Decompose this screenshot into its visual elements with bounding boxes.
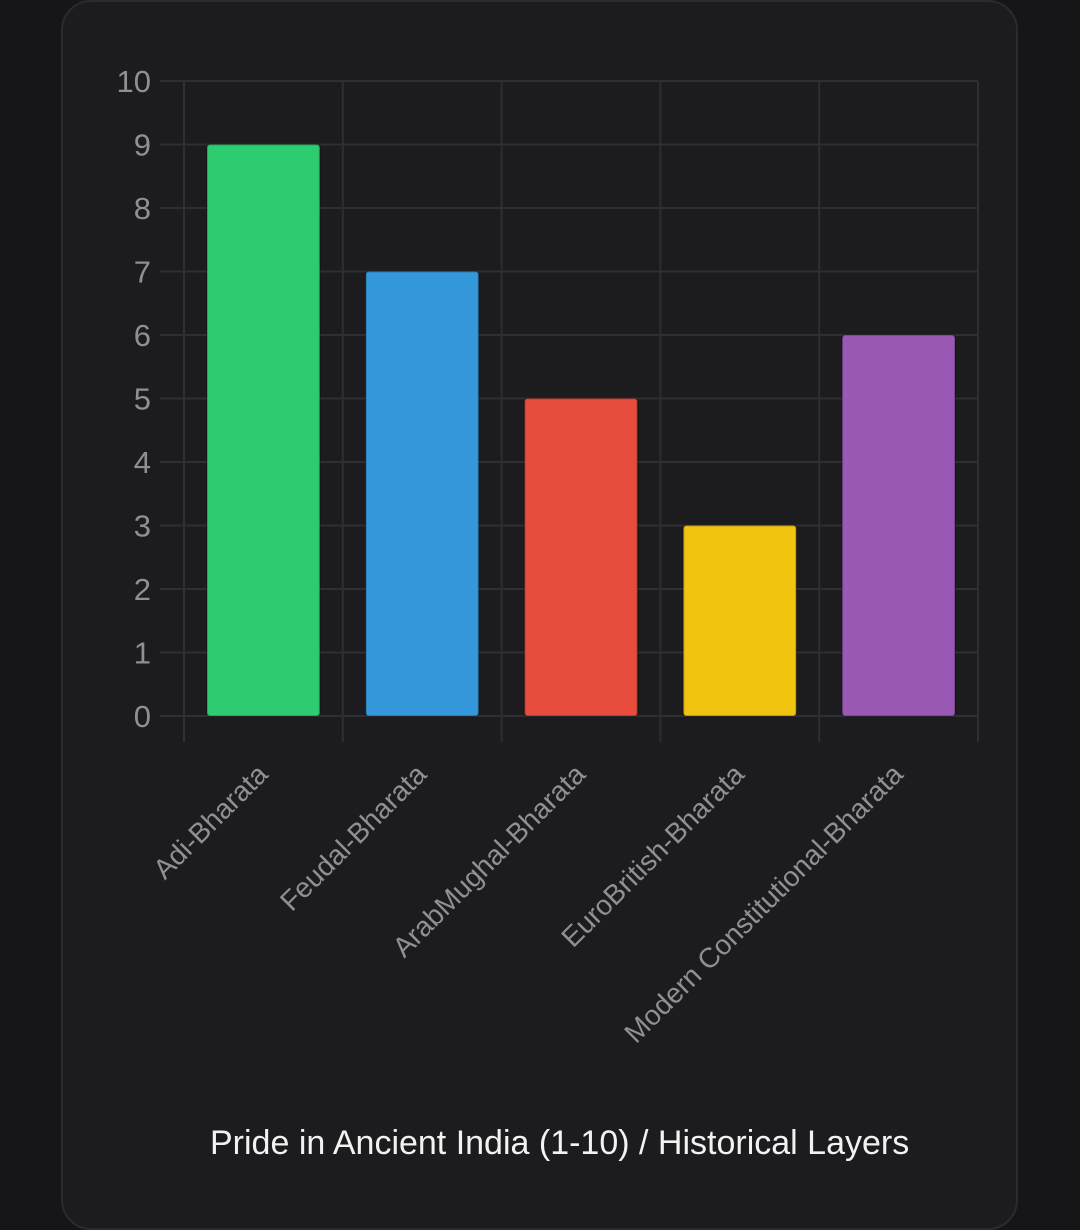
y-tick-label: 6: [134, 318, 151, 353]
x-tick-label: Modern Constitutional-Bharata: [618, 758, 909, 1049]
x-tick-label: Adi-Bharata: [147, 758, 274, 885]
y-tick-label: 8: [134, 191, 151, 226]
bar-feudal-bharata: [364, 270, 480, 717]
bar-arabmughal-bharata: [523, 397, 639, 717]
chart-title: Pride in Ancient India (1-10) / Historic…: [210, 1124, 910, 1162]
bar-eurobritish-bharata: [682, 524, 798, 717]
y-tick-label: 1: [134, 636, 151, 671]
x-axis-ticks: Adi-Bharata Feudal-BharataArabMughal-Bhar…: [147, 758, 909, 1049]
bars: [206, 143, 956, 717]
y-tick-label: 3: [134, 509, 151, 544]
y-tick-label: 10: [117, 64, 151, 99]
bar-adi-bharata: [206, 143, 321, 717]
bar-modern-constitutional-bharata: [841, 334, 956, 717]
x-tick-label: Feudal-Bharata: [274, 758, 433, 917]
y-tick-label: 2: [134, 572, 151, 607]
y-tick-label: 9: [134, 128, 151, 163]
y-axis-ticks: 0 1 2 3 4 5 6 7 8 9 10: [117, 64, 151, 734]
y-tick-label: 0: [134, 699, 151, 734]
y-tick-label: 4: [134, 445, 151, 480]
y-tick-label: 5: [134, 382, 151, 417]
y-tick-label: 7: [134, 255, 151, 290]
